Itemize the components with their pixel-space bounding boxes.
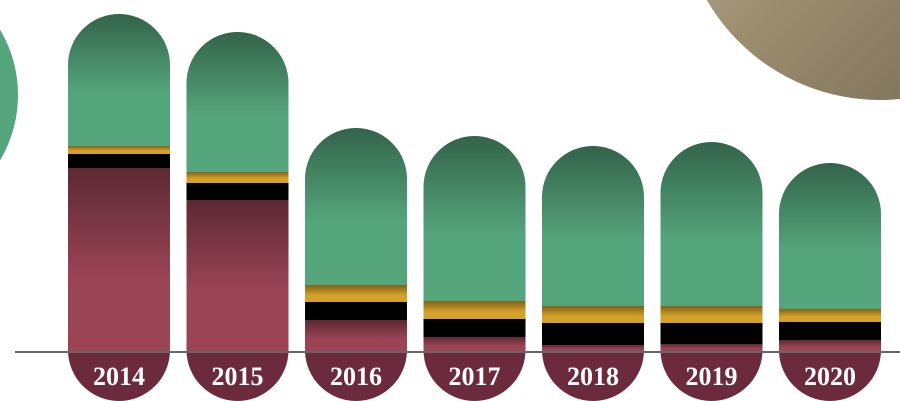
decor-photo xyxy=(706,0,900,100)
bar-segment xyxy=(68,154,170,168)
x-tick-label: 2020 xyxy=(804,362,856,391)
bar-segment xyxy=(779,340,881,352)
bar-segment xyxy=(542,306,644,323)
bar-segment xyxy=(68,168,170,352)
bar-segment xyxy=(542,323,644,345)
x-tick-label: 2015 xyxy=(212,362,264,391)
bar-segment xyxy=(542,345,644,352)
bar-segment xyxy=(660,306,763,323)
bar-segment xyxy=(423,136,526,301)
x-tick-label: 2014 xyxy=(93,362,145,391)
label-cap xyxy=(305,350,407,401)
bar-segment xyxy=(423,319,526,337)
bar-segment xyxy=(186,183,289,200)
bar-segment xyxy=(423,301,526,319)
bar-segment xyxy=(186,200,289,352)
x-tick-label: 2019 xyxy=(686,362,738,391)
bar-segment xyxy=(305,285,407,302)
x-tick-label: 2018 xyxy=(567,362,619,391)
bar-segment xyxy=(186,32,289,173)
bar-segment xyxy=(68,14,170,146)
bar-segment xyxy=(305,128,407,285)
bar-segment xyxy=(305,302,407,320)
x-tick-label: 2017 xyxy=(449,362,501,391)
bar-segment xyxy=(779,322,881,340)
bar-segment xyxy=(660,344,763,352)
bar-segment xyxy=(660,323,763,344)
label-cap xyxy=(542,350,644,401)
label-cap xyxy=(660,350,763,401)
bar-segment xyxy=(423,337,526,352)
label-cap xyxy=(68,350,170,401)
label-cap xyxy=(186,350,289,401)
bar-segment xyxy=(186,172,289,183)
x-tick-label: 2016 xyxy=(330,362,382,391)
bar-segment xyxy=(68,146,170,154)
label-cap xyxy=(423,350,526,401)
bar-segment xyxy=(779,163,881,309)
bar-segment xyxy=(305,320,407,352)
bar-segment xyxy=(542,146,644,306)
label-cap xyxy=(779,350,881,401)
bar-segment xyxy=(660,142,763,306)
bar-segment xyxy=(779,309,881,322)
decor-circle xyxy=(0,29,18,161)
